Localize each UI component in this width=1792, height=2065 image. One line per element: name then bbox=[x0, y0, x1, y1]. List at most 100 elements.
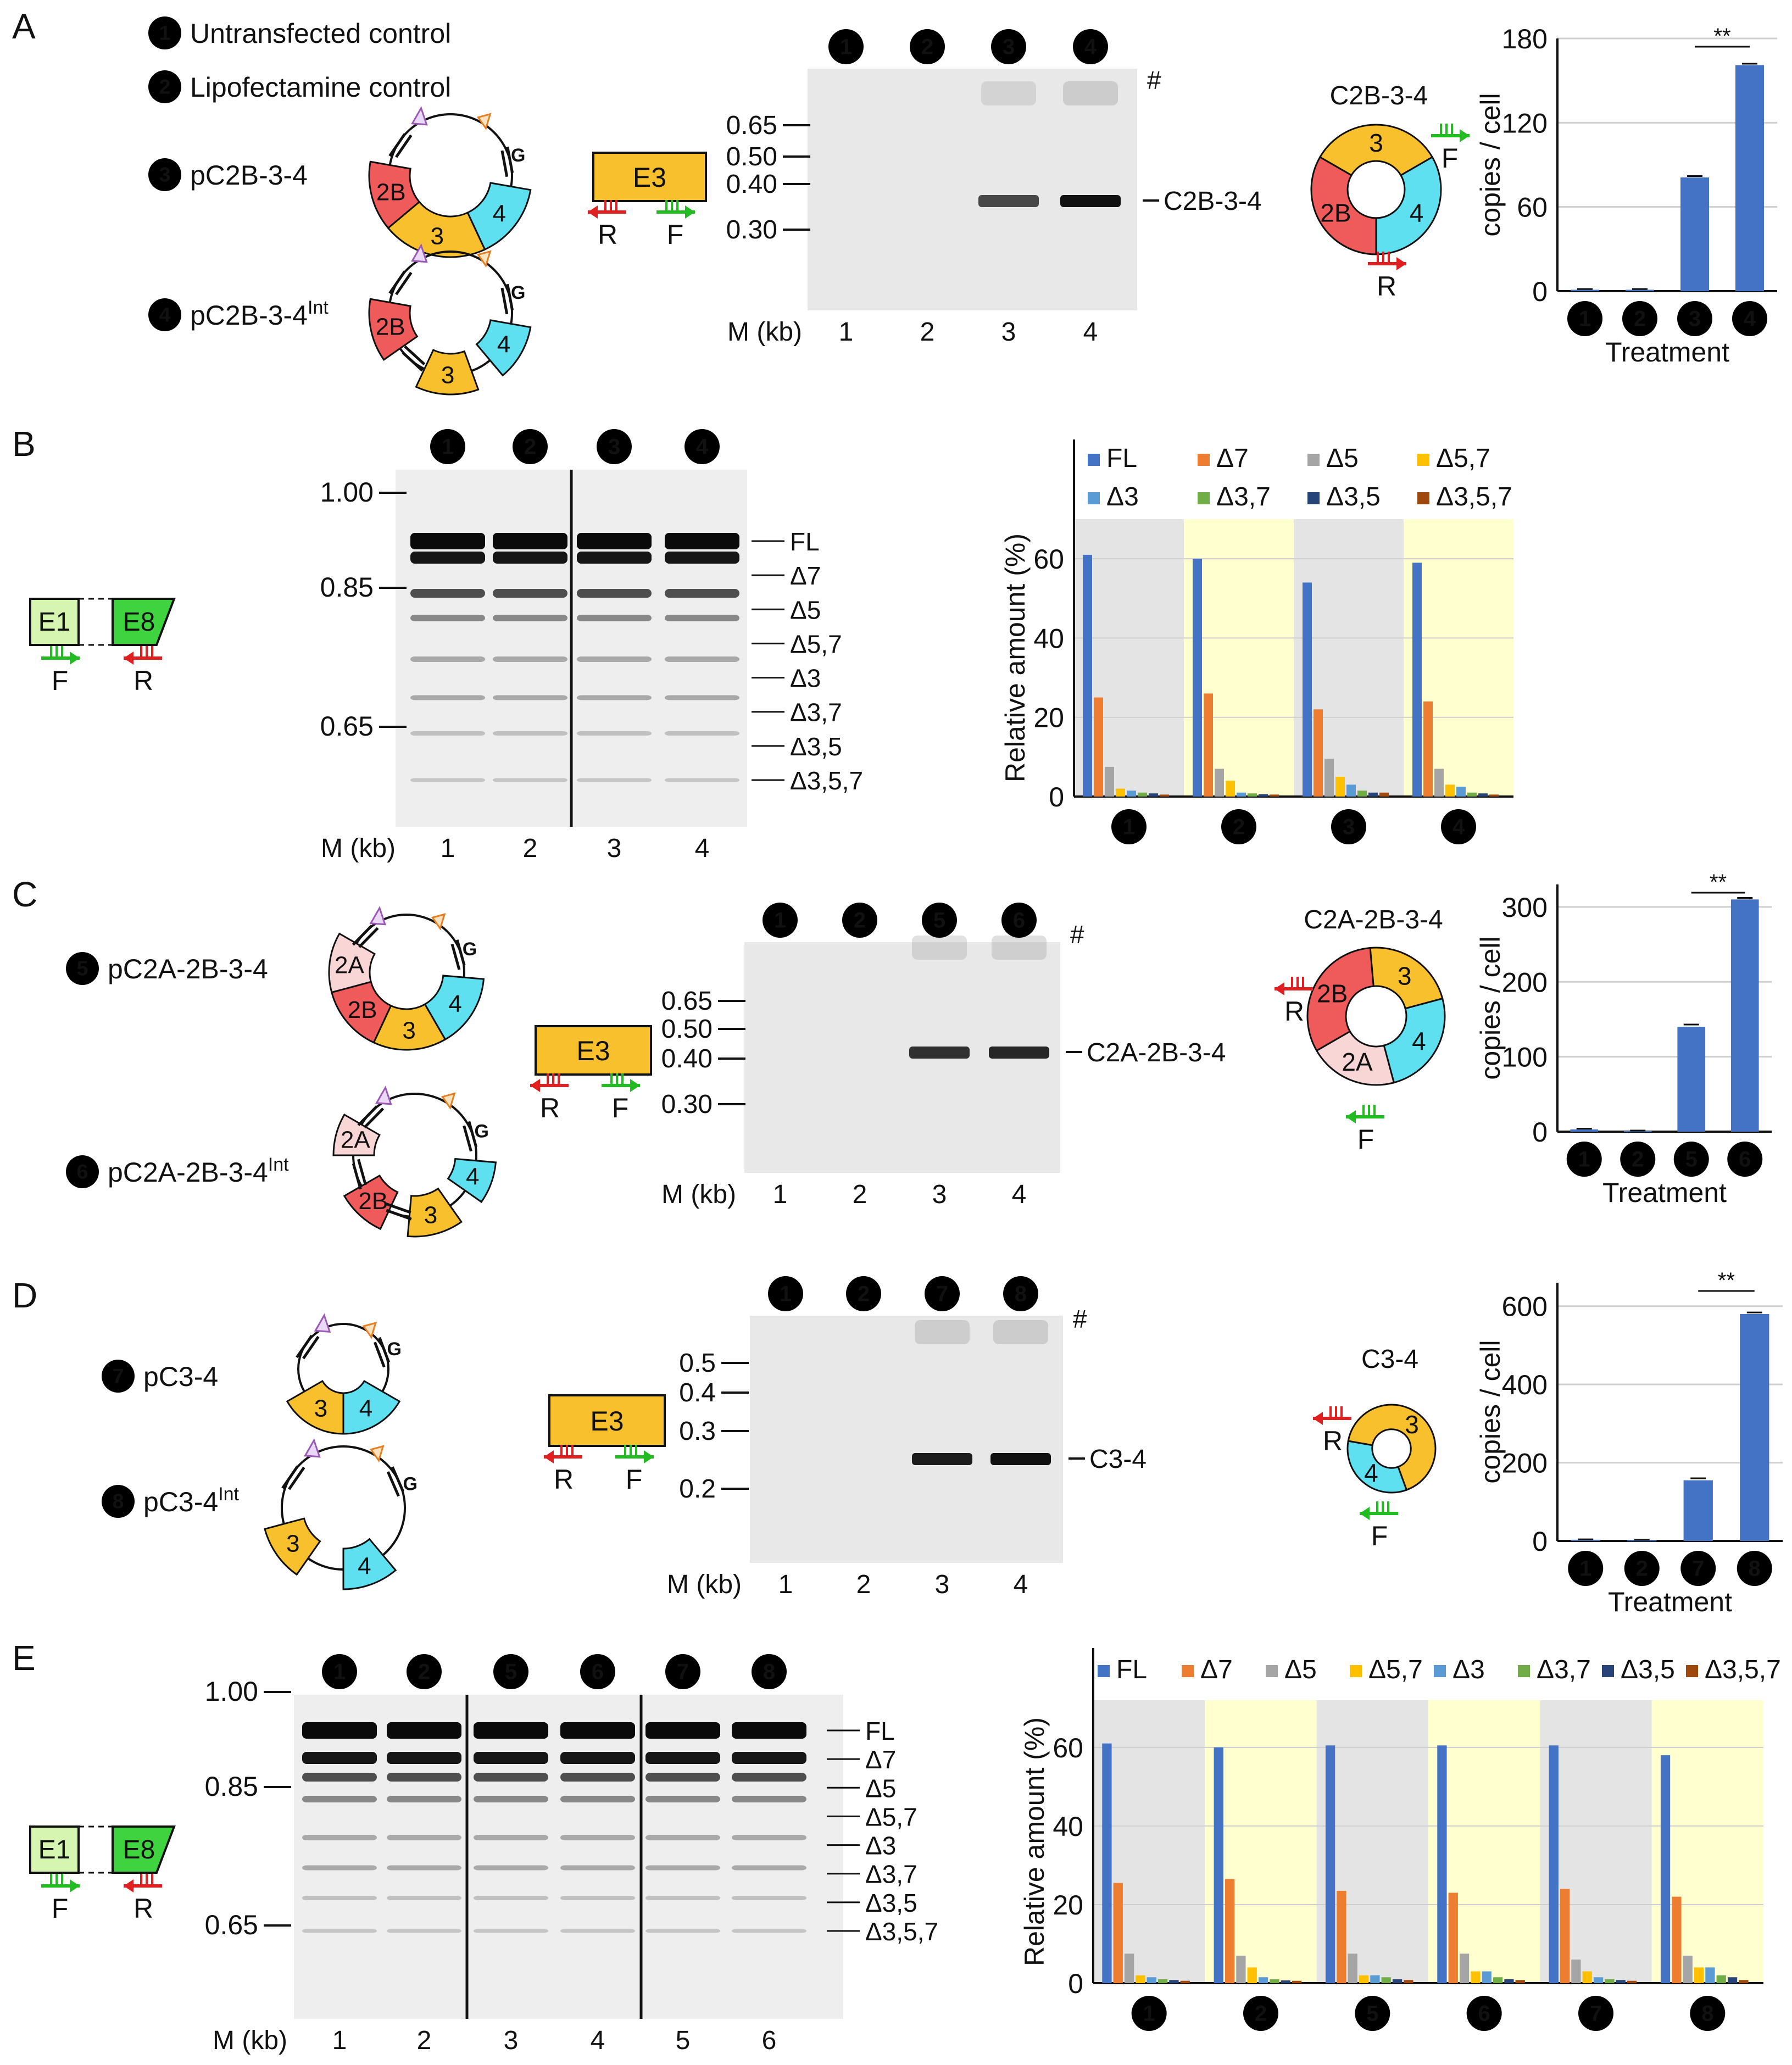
gel-band bbox=[560, 1929, 635, 1933]
gel-lane-number: 2 bbox=[856, 1570, 871, 1599]
legend-swatch bbox=[1088, 492, 1100, 504]
badge-circle bbox=[1624, 1551, 1660, 1586]
badge-number: 2 bbox=[1233, 815, 1245, 839]
gel-band bbox=[665, 552, 739, 564]
bar bbox=[1735, 65, 1764, 292]
y-tick-label: 20 bbox=[1033, 703, 1064, 733]
gel-lane-number: 3 bbox=[932, 1180, 947, 1209]
gel-band bbox=[560, 1796, 635, 1802]
badge-number: 2 bbox=[1636, 1556, 1648, 1580]
badge-number: 3 bbox=[1003, 35, 1015, 59]
g-label: G bbox=[463, 939, 477, 960]
primer-label: F bbox=[612, 1093, 629, 1123]
junction-mark bbox=[296, 1334, 313, 1359]
badge-circle bbox=[1466, 1996, 1502, 2031]
badge-circle bbox=[1441, 809, 1476, 844]
segment bbox=[387, 201, 486, 258]
badge-circle bbox=[430, 429, 465, 464]
badge-circle bbox=[1111, 809, 1147, 844]
y-tick-label: 0 bbox=[1532, 1117, 1548, 1148]
gel-band bbox=[645, 1773, 720, 1782]
gel-band bbox=[410, 533, 485, 549]
bar-5 bbox=[1605, 1979, 1615, 1983]
band-label: Δ3,5 bbox=[790, 732, 842, 761]
badge-circle bbox=[991, 29, 1026, 64]
bar-4 bbox=[1370, 1975, 1380, 1983]
vector-element-icon bbox=[369, 906, 387, 926]
segment-label: 4 bbox=[448, 990, 461, 1017]
band-label: Δ3,7 bbox=[865, 1860, 917, 1889]
badge-number: 2 bbox=[1634, 307, 1646, 331]
x-category-badge: 1 bbox=[1111, 809, 1147, 844]
vector-element-icon bbox=[369, 1445, 385, 1462]
bar-5 bbox=[1716, 1975, 1726, 1983]
gel-lane-badge: 2 bbox=[846, 1276, 881, 1311]
exon-e3-box bbox=[535, 1025, 652, 1076]
exon-e3-box bbox=[592, 152, 707, 202]
badge-circle bbox=[1003, 1276, 1038, 1311]
junction-mark bbox=[358, 927, 379, 948]
gel-band bbox=[474, 1773, 548, 1782]
gel-lane-number: 5 bbox=[676, 2026, 691, 2055]
gel-band bbox=[560, 1835, 635, 1840]
legend-label: Δ5,7 bbox=[1368, 1655, 1423, 1684]
hash-marker: # bbox=[1070, 920, 1084, 949]
treatment-badge-7: 7 bbox=[102, 1360, 135, 1393]
superscript-int: Int bbox=[308, 297, 329, 318]
band-label: Δ3 bbox=[790, 664, 821, 693]
gel-band bbox=[410, 589, 485, 598]
bar-2 bbox=[1434, 769, 1444, 797]
gel-band bbox=[665, 695, 739, 700]
junction-mark bbox=[388, 270, 406, 294]
gel-band bbox=[989, 1047, 1049, 1059]
gel-band bbox=[387, 1722, 461, 1739]
segment-label: 2B bbox=[376, 314, 405, 341]
gel-band bbox=[302, 1896, 377, 1900]
bar-6 bbox=[1727, 1977, 1738, 1983]
bar-4 bbox=[1705, 1967, 1715, 1983]
bar-5 bbox=[1157, 1979, 1168, 1983]
legend-swatch bbox=[1198, 492, 1210, 504]
segment-label: 4 bbox=[493, 201, 506, 227]
bar-6 bbox=[1392, 1979, 1403, 1983]
badge-circle bbox=[493, 1654, 528, 1689]
segment-label: 3 bbox=[402, 1017, 415, 1044]
bar-2 bbox=[1459, 1953, 1470, 1983]
bar-1 bbox=[1113, 1883, 1123, 1983]
marker-label: 1.00 bbox=[205, 1676, 258, 1707]
y-tick-label: 400 bbox=[1502, 1370, 1548, 1400]
treatment-badge-4: 4 bbox=[148, 298, 181, 331]
gel-smear-band bbox=[981, 81, 1036, 105]
band-label: Δ5,7 bbox=[790, 630, 842, 658]
copies-per-cell-chart: 0 200 400 600 ** copies / cell Treatment bbox=[1475, 1268, 1783, 1617]
gel-band bbox=[665, 589, 739, 598]
g-label: G bbox=[403, 1473, 417, 1494]
junction-mark bbox=[363, 1107, 385, 1129]
marker-label: 0.40 bbox=[726, 170, 777, 199]
gel-lane-number: 6 bbox=[762, 2026, 777, 2055]
treatment-label-1: Untransfected control bbox=[190, 18, 451, 49]
primer-label: F bbox=[1371, 1521, 1388, 1551]
legend-label: Δ5 bbox=[1284, 1655, 1317, 1684]
segment-label: 3 bbox=[441, 361, 454, 388]
gel-band bbox=[665, 615, 739, 621]
gel-band bbox=[474, 1896, 548, 1900]
segment-label: 2A bbox=[341, 1126, 370, 1153]
band-label: FL bbox=[790, 527, 820, 556]
bar-4 bbox=[1346, 784, 1356, 797]
segment bbox=[342, 1538, 397, 1590]
badge-number: 7 bbox=[1590, 2001, 1602, 2025]
y-axis-label: copies / cell bbox=[1475, 936, 1506, 1079]
gel-lane-number: 4 bbox=[1014, 1570, 1028, 1599]
badge-number: 6 bbox=[77, 1160, 88, 1183]
treatment-badge-3: 3 bbox=[148, 158, 181, 191]
gel-lane-number: 3 bbox=[935, 1570, 950, 1599]
primer-arrowhead bbox=[644, 1450, 654, 1463]
marker-label: 0.4 bbox=[679, 1378, 716, 1407]
band-label: Δ5 bbox=[865, 1774, 896, 1802]
bar-1 bbox=[1423, 701, 1433, 797]
bar bbox=[1680, 177, 1709, 291]
bar-3 bbox=[1247, 1967, 1257, 1983]
band-label: Δ5 bbox=[790, 595, 821, 624]
